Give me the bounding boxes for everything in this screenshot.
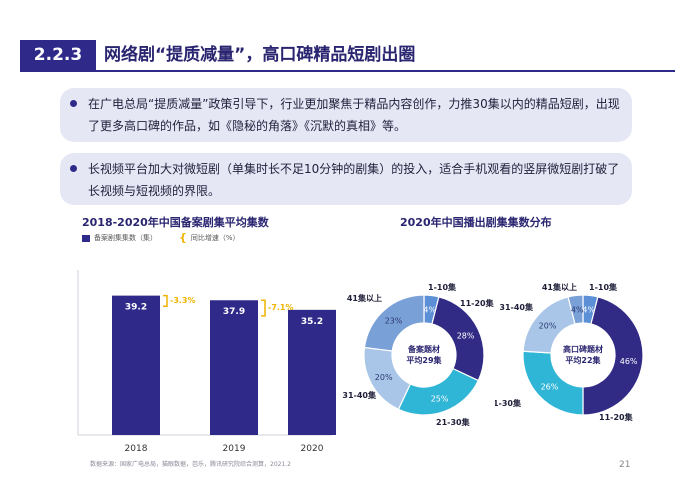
legend-bar-label: 备案剧集集数（集）: [94, 234, 157, 242]
x-tick-label: 2019: [223, 444, 246, 454]
donut-slice-41集以上: [567, 294, 584, 325]
donut-percent-label: 23%: [385, 316, 403, 325]
donut-percent-label: 26%: [541, 382, 559, 391]
legend-bar-swatch: [82, 234, 90, 242]
legend-growth-label: 同比增速（%）: [190, 234, 240, 242]
bullet-box-1: 在广电总局“提质减量”政策引导下，行业更加聚焦于精品内容创作，力推30集以内的精…: [60, 88, 632, 142]
donut-category-label: 31-40集: [499, 302, 534, 312]
section-header: 2.2.3 网络剧“提质减量”，高口碑精品短剧出圈: [20, 40, 675, 72]
donut-percent-label: 20%: [375, 373, 393, 382]
donut-percent-label: 20%: [539, 322, 557, 331]
donut-chart-acclaimed: 4% 1-10集 46% 11-20集 26% 21-30集 20% 31-40集 4% 41集以…: [495, 282, 644, 422]
donut-percent-label: 4%: [423, 305, 436, 314]
donut-percent-label: 4%: [582, 305, 595, 314]
bar-2020: [288, 309, 336, 435]
growth-label: -3.3%: [170, 296, 196, 305]
donut-category-label: 1-10集: [589, 282, 618, 292]
bar-chart: 39.2 2018 37.9 2019 35.2 2020 -3.3% -7.1%: [77, 270, 336, 454]
bar-chart-legend: 备案剧集集数（集） { 同比增速（%）: [82, 231, 240, 244]
donut-slice-41集以上: [363, 294, 425, 352]
donut-percent-label: 28%: [457, 331, 475, 340]
section-title: 网络剧“提质减量”，高口碑精品短剧出圈: [104, 45, 416, 65]
donut-center-label: 平均22集: [565, 355, 601, 365]
legend-growth-bracket-icon: {: [179, 231, 187, 244]
donut-percent-label: 25%: [431, 394, 449, 403]
bar-value-label: 35.2: [301, 317, 323, 327]
donut-slice-11-20集: [582, 296, 644, 416]
growth-label: -7.1%: [268, 303, 294, 312]
source-note: 数据来源：国家广电总局，猫眼数据，芭乐，腾讯研究院综合测算，2021.2: [90, 461, 291, 468]
donut-center-label: 备案题材: [407, 344, 440, 354]
donut-category-label: 21-30集: [436, 417, 471, 427]
donut-category-label: 11-20集: [460, 298, 495, 308]
bullet-box-2: 长视频平台加大对微短剧（单集时长不足10分钟的剧集）的投入，适合手机观看的竖屏微…: [60, 153, 632, 205]
donut-percent-label: 4%: [571, 305, 584, 314]
bullet-text-2: 长视频平台加大对微短剧（单集时长不足10分钟的剧集）的投入，适合手机观看的竖屏微…: [88, 162, 620, 198]
growth-bracket: [163, 294, 168, 307]
donut-percent-label: 46%: [620, 357, 638, 366]
bar-value-label: 39.2: [125, 303, 147, 313]
section-number: 2.2.3: [20, 40, 96, 70]
donut-center-label: 平均29集: [406, 355, 442, 365]
donut-category-label: 11-20集: [599, 412, 634, 422]
donut-category-label: 21-30集: [495, 398, 522, 408]
bar-2018: [112, 295, 160, 435]
donut-slice-21-30集: [397, 367, 480, 416]
page-number: 21: [619, 460, 631, 470]
donut-slice-11-20集: [431, 296, 485, 382]
bar-chart-title: 2018-2020年中国备案剧集平均集数: [82, 216, 269, 229]
donut-center-label: 高口碑题材: [563, 344, 603, 354]
donut-category-label: 1-10集: [428, 282, 457, 292]
bullet-text-1: 在广电总局“提质减量”政策引导下，行业更加聚焦于精品内容创作，力推30集以内的精…: [88, 97, 620, 133]
growth-bracket: [261, 299, 266, 317]
bullet-dot-icon: [70, 165, 77, 172]
x-tick-label: 2020: [301, 444, 324, 454]
donut-chart-filed: 4% 1-10集 28% 11-20集 25% 21-30集 20% 31-40集 23% 41集…: [342, 282, 495, 427]
bar-2019: [210, 300, 258, 435]
donut-category-label: 31-40集: [342, 390, 377, 400]
donut-category-label: 41集以上: [347, 293, 382, 303]
bar-value-label: 37.9: [223, 307, 245, 317]
bullet-dot-icon: [70, 100, 77, 107]
x-tick-label: 2018: [125, 444, 148, 454]
header-rule: [20, 70, 675, 72]
donut-section-title: 2020年中国播出剧集集数分布: [400, 216, 552, 229]
donut-category-label: 41集以上: [542, 282, 577, 292]
